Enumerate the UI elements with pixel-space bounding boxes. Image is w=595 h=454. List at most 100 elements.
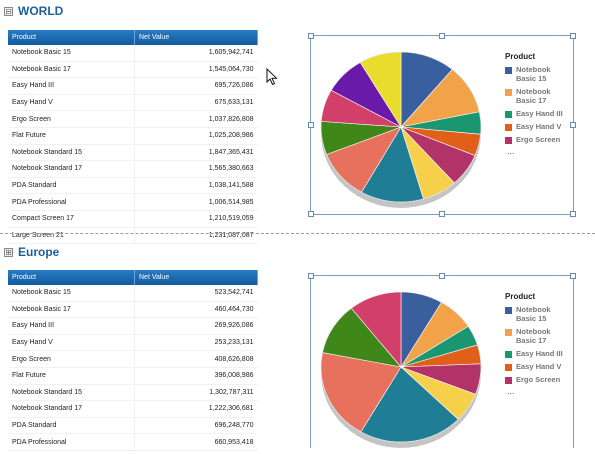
net-value-cell: 396,008,986 [134,367,258,385]
table-row[interactable]: Notebook Basic 17 460,464,730 [8,301,258,319]
world-table: Product Net Value Notebook Basic 15 1,605… [8,30,258,245]
table-row[interactable]: Notebook Basic 17 1,545,064,730 [8,61,258,79]
legend-label: Notebook Basic 17 [516,327,551,345]
table-row[interactable]: PDA Professional 1,006,514,985 [8,193,258,211]
legend-item[interactable]: Notebook Basic 17 [505,87,569,105]
table-row[interactable]: Easy Hand V 675,633,131 [8,94,258,112]
resize-handle[interactable] [308,211,314,217]
legend-item[interactable]: Easy Hand V [505,122,569,131]
table-row[interactable]: Ergo Screen 408,626,808 [8,350,258,368]
product-cell: Notebook Basic 17 [8,61,135,79]
table-row[interactable]: Easy Hand III 695,726,086 [8,77,258,95]
table-row[interactable]: Flat Future 1,025,208,986 [8,127,258,145]
table-row[interactable]: PDA Standard 696,248,770 [8,417,258,435]
product-cell: Notebook Basic 15 [8,45,135,62]
legend-swatch [505,307,512,314]
column-header-product[interactable]: Product [8,270,135,285]
table-row[interactable]: PDA Standard 1,038,141,588 [8,177,258,195]
product-cell: PDA Professional [8,433,135,451]
table-row[interactable]: Notebook Standard 17 1,565,380,663 [8,160,258,178]
net-value-cell: 1,605,942,741 [134,45,258,62]
legend-more[interactable]: ... [507,386,515,396]
resize-handle[interactable] [570,33,576,39]
column-header-net-value[interactable]: Net Value [134,270,258,285]
net-value-cell: 695,726,086 [134,77,258,95]
product-cell: Easy Hand V [8,94,135,112]
resize-handle[interactable] [308,273,314,279]
section-divider [0,233,595,234]
resize-handle[interactable] [308,33,314,39]
net-value-cell: 269,926,086 [134,317,258,335]
table-row[interactable]: PDA Professional 660,953,418 [8,433,258,451]
table-row[interactable]: Notebook Basic 15 1,605,942,741 [8,45,258,62]
legend-label: Notebook Basic 15 [516,305,551,323]
net-value-cell: 253,233,131 [134,334,258,352]
product-cell: Large Screen 21 [8,227,135,245]
europe-chart-frame[interactable]: Product Notebook Basic 15 Notebook Basic … [308,273,576,448]
legend-item[interactable]: Easy Hand III [505,349,569,358]
legend-label: Easy Hand III [516,349,563,358]
legend-item[interactable]: Easy Hand III [505,109,569,118]
net-value-cell: 460,464,730 [134,301,258,319]
product-cell: PDA Standard [8,177,135,195]
legend-more[interactable]: ... [507,146,515,156]
net-value-cell: 1,565,380,663 [134,160,258,178]
table-row[interactable]: Notebook Standard 15 1,847,365,431 [8,144,258,162]
table-row[interactable]: Flat Future 396,008,986 [8,367,258,385]
chart-legend: Product Notebook Basic 15 Notebook Basic … [505,292,569,396]
table-header-row: Product Net Value [8,270,258,285]
table-row[interactable]: Notebook Standard 17 1,222,306,681 [8,400,258,418]
product-cell: Easy Hand III [8,77,135,95]
legend-title: Product [505,292,536,301]
resize-handle[interactable] [570,273,576,279]
resize-handle[interactable] [570,122,576,128]
table-row[interactable]: Easy Hand V 253,233,131 [8,334,258,352]
product-cell: Notebook Standard 17 [8,160,135,178]
legend-item[interactable]: Easy Hand V [505,362,569,371]
world-chart-frame[interactable]: Product Notebook Basic 15 Notebook Basic … [308,33,576,217]
product-cell: Easy Hand III [8,317,135,335]
product-cell: Flat Future [8,127,135,145]
net-value-cell: 1,222,306,681 [134,400,258,418]
product-cell: PDA Standard [8,417,135,435]
legend-item[interactable]: Ergo Screen [505,135,569,144]
legend-swatch [505,364,512,371]
column-header-product[interactable]: Product [8,30,135,45]
legend-swatch [505,111,512,118]
column-header-net-value[interactable]: Net Value [134,30,258,45]
table-row[interactable]: Easy Hand III 269,926,086 [8,317,258,335]
net-value-cell: 1,037,826,808 [134,110,258,128]
table-row[interactable]: Compact Screen 17 1,210,519,059 [8,210,258,228]
collapse-toggle-icon[interactable]: ⊟ [4,6,13,16]
legend-label: Easy Hand V [516,122,562,131]
table-row[interactable]: Notebook Standard 15 1,302,787,311 [8,384,258,402]
table-row[interactable]: Large Screen 21 1,231,087,087 [8,227,258,245]
net-value-cell: 408,626,808 [134,350,258,368]
europe-section: ⊞ Europe Product Net Value Notebook Basi… [0,238,595,451]
expand-toggle-icon[interactable]: ⊞ [4,247,13,257]
product-cell: Ergo Screen [8,110,135,128]
world-pie-chart[interactable] [311,36,491,214]
table-row[interactable]: Notebook Basic 15 523,542,741 [8,285,258,302]
legend-item[interactable]: Notebook Basic 15 [505,65,569,83]
europe-pie-chart[interactable] [311,276,491,454]
resize-handle[interactable] [439,273,445,279]
table-row[interactable]: Ergo Screen 1,037,826,808 [8,110,258,128]
chart-legend: Product Notebook Basic 15 Notebook Basic … [505,52,569,156]
legend-swatch [505,124,512,131]
resize-handle[interactable] [439,211,445,217]
legend-item[interactable]: Notebook Basic 15 [505,305,569,323]
legend-item[interactable]: Notebook Basic 17 [505,327,569,345]
legend-item[interactable]: Ergo Screen [505,375,569,384]
resize-handle[interactable] [570,211,576,217]
net-value-cell: 1,025,208,986 [134,127,258,145]
legend-swatch [505,377,512,384]
resize-handle[interactable] [308,122,314,128]
product-cell: Notebook Basic 15 [8,285,135,302]
net-value-cell: 660,953,418 [134,433,258,451]
legend-label: Notebook Basic 17 [516,87,551,105]
product-cell: Notebook Standard 15 [8,144,135,162]
legend-label: Easy Hand V [516,362,562,371]
legend-swatch [505,137,512,144]
resize-handle[interactable] [439,33,445,39]
